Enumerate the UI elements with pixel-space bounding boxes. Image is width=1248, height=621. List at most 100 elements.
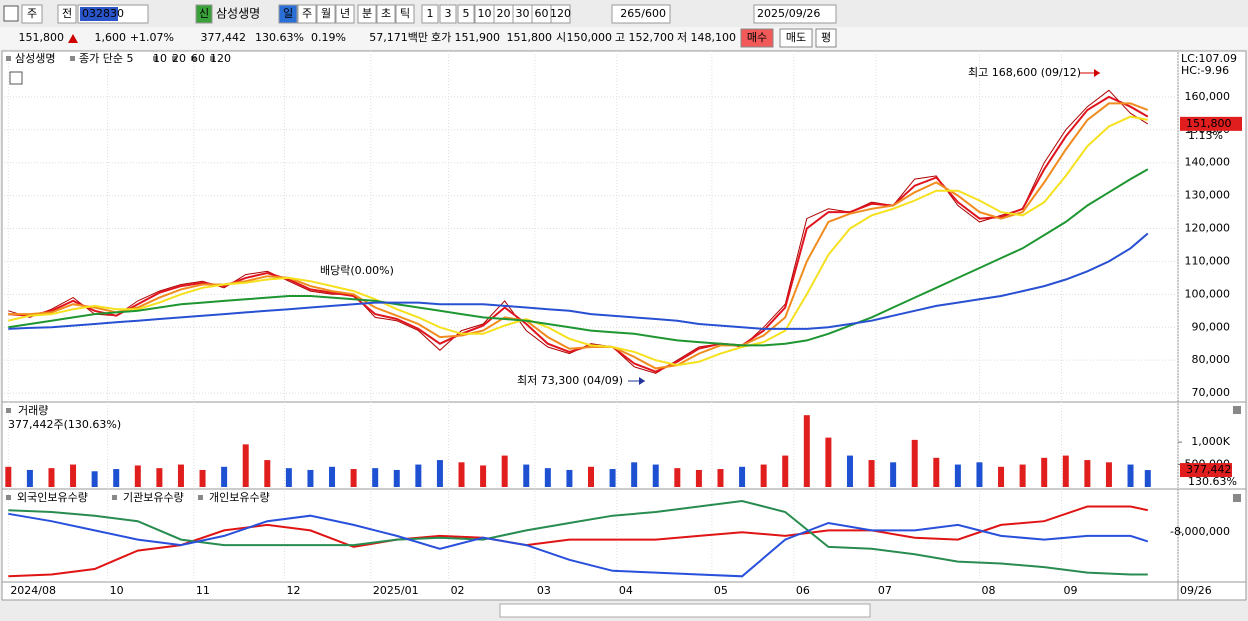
y-tick-label: 90,000 xyxy=(1192,320,1231,333)
volume-bar xyxy=(846,455,853,487)
volume-bar xyxy=(976,462,983,487)
x-tick-label: 08 xyxy=(981,584,995,597)
panel-close[interactable] xyxy=(1233,406,1241,414)
volume-bar xyxy=(717,469,724,487)
series-line xyxy=(8,512,1149,578)
toolbar-button[interactable] xyxy=(439,4,457,24)
legend-icon xyxy=(6,56,11,61)
legend-entry[interactable]: 10 xyxy=(153,52,167,65)
series-line xyxy=(8,232,1149,330)
toolbar-label: 일 xyxy=(283,6,293,20)
legend-icon xyxy=(6,495,11,500)
volume-bar xyxy=(91,471,98,487)
y-tick-label: 160,000 xyxy=(1185,90,1231,103)
legend-icon xyxy=(153,56,158,61)
volume-bar xyxy=(48,468,55,487)
volume-bar xyxy=(221,466,228,487)
legend-entry[interactable]: 외국인보유수량 xyxy=(17,491,88,504)
volume-bar xyxy=(825,437,832,487)
icon[interactable] xyxy=(3,5,19,22)
volume-bar xyxy=(803,415,810,487)
toolbar-button[interactable] xyxy=(376,4,396,24)
volume-bar xyxy=(1144,470,1151,487)
toolbar-button[interactable] xyxy=(297,4,317,24)
toolbar-label: 초 xyxy=(381,7,391,20)
toolbar-button[interactable] xyxy=(57,4,77,24)
volume-bar xyxy=(113,469,120,487)
scroll-track[interactable] xyxy=(499,603,871,618)
volume-bar xyxy=(372,468,379,487)
toolbar-label: 년 xyxy=(340,7,350,20)
legend-entry[interactable]: 종가 단순 5 xyxy=(79,52,133,65)
legend-entry[interactable]: 개인보유수량 xyxy=(209,491,270,504)
toolbar-button[interactable] xyxy=(457,4,475,24)
hc-label: HC:-9.96 xyxy=(1181,64,1229,77)
lc-label: LC:107.09 xyxy=(1181,52,1237,65)
volume-bar xyxy=(1041,457,1048,487)
toolbar-button[interactable] xyxy=(278,4,298,24)
date: 2025/09/26 xyxy=(757,7,820,20)
panel-subtitle: 377,442주(130.63%) xyxy=(8,418,121,431)
series-line xyxy=(8,499,1148,576)
legend-icon xyxy=(172,56,177,61)
volume-bar xyxy=(156,468,163,487)
volume-bar xyxy=(285,468,292,487)
volume-bar xyxy=(70,464,77,487)
quote-turnover: 0.19% xyxy=(311,31,346,44)
series-line xyxy=(8,168,1149,347)
toolbar-label: 틱 xyxy=(400,7,410,20)
quote-price: 151,800 xyxy=(19,31,65,44)
date-box[interactable] xyxy=(753,4,837,24)
volume-bar xyxy=(458,462,465,487)
legend-icon xyxy=(6,408,11,413)
code-highlight xyxy=(80,7,118,21)
quote-high: 152,700 xyxy=(629,31,675,44)
legend-entry[interactable]: 기관보유수량 xyxy=(123,491,184,504)
toolbar-button[interactable] xyxy=(195,4,213,24)
count-box[interactable] xyxy=(611,4,671,24)
quote-open-label: 시 xyxy=(556,31,566,44)
toolbar-button[interactable] xyxy=(335,4,355,24)
toolbar-button[interactable] xyxy=(357,4,377,24)
series-line xyxy=(8,115,1148,367)
toolbar-button[interactable] xyxy=(316,4,336,24)
last-volume-tag xyxy=(1180,463,1232,478)
trade-button[interactable] xyxy=(740,28,774,48)
toolbar-button[interactable] xyxy=(550,4,571,24)
last-volume-ratio: 130.63% xyxy=(1188,475,1237,488)
volume-bar xyxy=(307,469,314,487)
toolbar-button[interactable] xyxy=(421,4,439,24)
volume-bar xyxy=(933,457,940,487)
quote-change: 1,600 xyxy=(95,31,127,44)
x-tick-label: 07 xyxy=(878,584,892,597)
trade-button[interactable] xyxy=(779,28,813,48)
x-tick-label: 2024/08 xyxy=(10,584,56,597)
volume-bar xyxy=(1062,455,1069,487)
x-tick-label: 09 xyxy=(1063,584,1077,597)
panel-close[interactable] xyxy=(1233,494,1241,502)
legend-icon xyxy=(198,495,203,500)
toolbar-label: 월 xyxy=(321,7,331,20)
toolbar-label: 60 xyxy=(535,7,549,20)
legend-entry[interactable]: 20 xyxy=(172,52,186,65)
legend-entry[interactable]: 120 xyxy=(210,52,231,65)
volume-bar xyxy=(523,464,530,487)
x-tick-label: 05 xyxy=(714,584,728,597)
legend-entry[interactable]: 60 xyxy=(191,52,205,65)
volume-bar xyxy=(760,464,767,487)
arrow-head xyxy=(1094,69,1100,77)
y-tick-label: 80,000 xyxy=(1192,353,1231,366)
volume-bar xyxy=(890,462,897,487)
toolbar-button[interactable] xyxy=(395,4,415,24)
panel-title: 거래량 xyxy=(18,404,48,417)
table-icon[interactable] xyxy=(9,71,23,85)
trade-button[interactable] xyxy=(815,28,837,48)
toolbar-label: 주 xyxy=(302,7,312,20)
quote-amount: 57,171백만 xyxy=(369,31,428,44)
quote-open: 150,000 xyxy=(567,31,613,44)
volume-bar xyxy=(566,469,573,487)
y-tick-label: 70,000 xyxy=(1192,386,1231,399)
legend-entry[interactable]: 삼성생명 xyxy=(15,52,55,65)
toolbar-button[interactable] xyxy=(21,4,43,24)
volume-bar xyxy=(1084,460,1091,487)
